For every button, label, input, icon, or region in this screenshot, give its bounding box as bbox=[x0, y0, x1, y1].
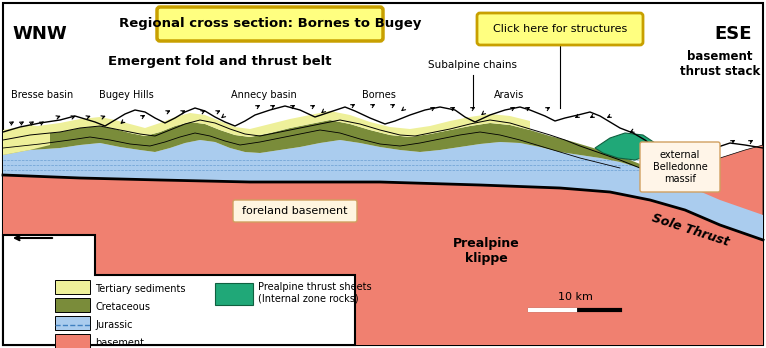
FancyBboxPatch shape bbox=[55, 298, 90, 312]
Polygon shape bbox=[3, 120, 660, 175]
Text: basement
thrust stack: basement thrust stack bbox=[680, 50, 760, 78]
FancyBboxPatch shape bbox=[215, 283, 253, 305]
FancyBboxPatch shape bbox=[55, 334, 90, 348]
Text: Prealpine thrust sheets
(Internal zone rocks): Prealpine thrust sheets (Internal zone r… bbox=[258, 282, 372, 304]
Polygon shape bbox=[3, 235, 355, 345]
Text: Bresse basin: Bresse basin bbox=[11, 90, 74, 100]
Polygon shape bbox=[3, 140, 763, 240]
Text: Subalpine chains: Subalpine chains bbox=[428, 60, 518, 70]
Text: Click here for structures: Click here for structures bbox=[493, 24, 627, 34]
FancyBboxPatch shape bbox=[55, 280, 90, 294]
Polygon shape bbox=[3, 111, 530, 140]
Text: external
Belledonne
massif: external Belledonne massif bbox=[653, 150, 707, 184]
FancyBboxPatch shape bbox=[3, 3, 763, 345]
Polygon shape bbox=[3, 175, 763, 345]
Text: Bugey Hills: Bugey Hills bbox=[99, 90, 154, 100]
Text: Prealpine
klippe: Prealpine klippe bbox=[453, 237, 520, 264]
Text: Annecy basin: Annecy basin bbox=[231, 90, 297, 100]
Text: WNW: WNW bbox=[12, 25, 67, 43]
Polygon shape bbox=[3, 125, 50, 155]
Text: ESE: ESE bbox=[715, 25, 752, 43]
Text: Emergent fold and thrust belt: Emergent fold and thrust belt bbox=[108, 55, 332, 68]
FancyBboxPatch shape bbox=[640, 142, 720, 192]
Polygon shape bbox=[595, 133, 655, 160]
FancyBboxPatch shape bbox=[477, 13, 643, 45]
FancyBboxPatch shape bbox=[157, 7, 383, 41]
Text: basement: basement bbox=[95, 338, 144, 348]
Text: 10 km: 10 km bbox=[558, 292, 592, 302]
Text: Jurassic: Jurassic bbox=[95, 320, 133, 330]
FancyBboxPatch shape bbox=[233, 200, 357, 222]
FancyBboxPatch shape bbox=[55, 316, 90, 330]
Polygon shape bbox=[640, 145, 763, 240]
Text: Regional cross section: Bornes to Bugey: Regional cross section: Bornes to Bugey bbox=[119, 17, 421, 31]
Text: Bornes: Bornes bbox=[362, 90, 396, 100]
Text: Tertiary sediments: Tertiary sediments bbox=[95, 284, 185, 294]
Text: Aravis: Aravis bbox=[494, 90, 525, 100]
Text: Sole Thrust: Sole Thrust bbox=[650, 211, 730, 248]
Text: foreland basement: foreland basement bbox=[242, 206, 348, 216]
Text: Cretaceous: Cretaceous bbox=[95, 302, 150, 312]
